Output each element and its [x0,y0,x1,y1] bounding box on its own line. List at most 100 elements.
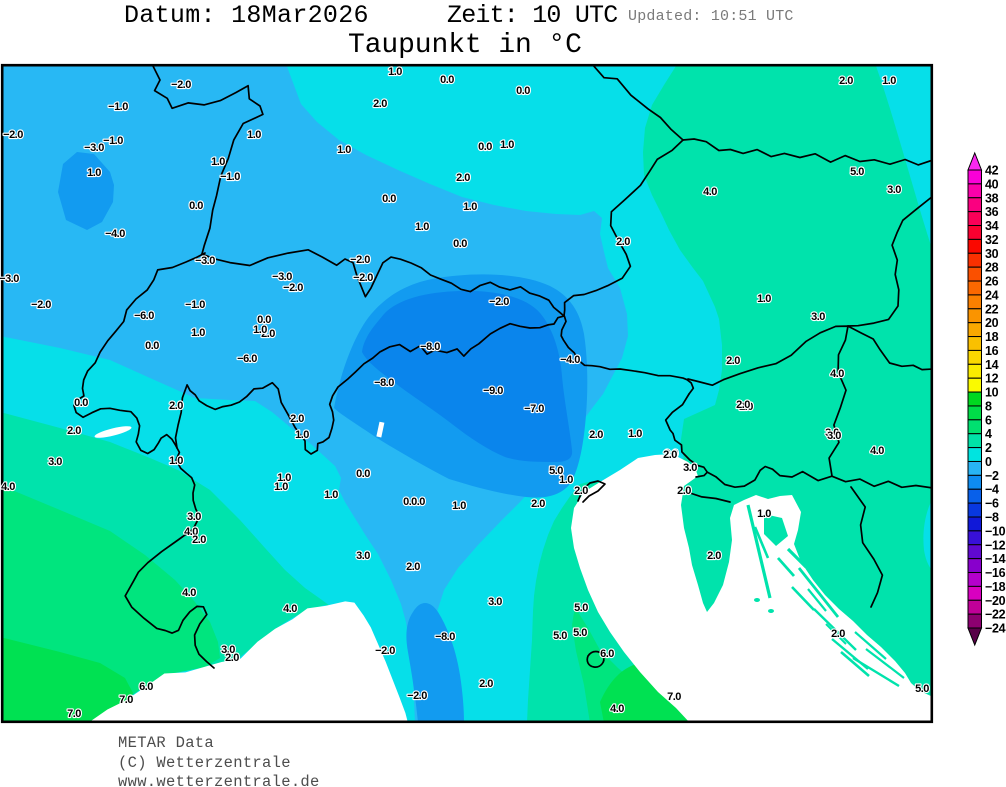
svg-text:−8.0: −8.0 [435,631,455,643]
svg-text:2.0: 2.0 [736,399,750,411]
svg-text:3.0: 3.0 [356,550,370,562]
svg-text:3.0: 3.0 [683,462,697,474]
svg-text:0.0: 0.0 [440,74,454,86]
svg-text:30: 30 [985,247,999,261]
svg-text:26: 26 [985,275,999,289]
svg-text:4.0: 4.0 [283,603,297,615]
svg-text:4.0: 4.0 [830,368,844,380]
svg-text:−4.0: −4.0 [105,228,125,240]
svg-text:7.0: 7.0 [667,691,681,703]
svg-text:1.0: 1.0 [559,474,573,486]
svg-text:2.0: 2.0 [225,652,239,664]
svg-text:5.0: 5.0 [549,465,563,477]
svg-text:1.0: 1.0 [337,144,351,156]
svg-text:2.0: 2.0 [589,429,603,441]
svg-text:38: 38 [985,191,999,205]
svg-text:2.0: 2.0 [479,678,493,690]
svg-text:1.0: 1.0 [253,324,267,336]
svg-text:1.0: 1.0 [274,481,288,493]
svg-text:1.0: 1.0 [757,293,771,305]
svg-text:0.0: 0.0 [74,397,88,409]
svg-text:1.0: 1.0 [882,75,896,87]
svg-text:−2.0: −2.0 [407,690,427,702]
svg-text:−10: −10 [985,524,1006,538]
svg-text:6: 6 [985,413,992,427]
svg-text:−9.0: −9.0 [483,385,503,397]
svg-text:2.0: 2.0 [531,498,545,510]
svg-text:40: 40 [985,177,999,191]
svg-text:2.0: 2.0 [664,448,678,460]
svg-text:0.0: 0.0 [145,340,159,352]
svg-text:3.0: 3.0 [187,511,201,523]
svg-text:−1.0: −1.0 [185,299,205,311]
svg-text:Datum: 18Mar2026: Datum: 18Mar2026 [124,1,369,30]
svg-text:3.0: 3.0 [887,184,901,196]
svg-text:5.0: 5.0 [915,683,929,695]
svg-text:2.0: 2.0 [373,98,387,110]
svg-text:−2.0: −2.0 [171,79,191,91]
svg-text:1.0: 1.0 [87,167,101,179]
svg-text:5.0: 5.0 [553,630,567,642]
svg-text:−1.0: −1.0 [220,171,240,183]
svg-text:16: 16 [985,344,999,358]
svg-text:1.0: 1.0 [247,129,261,141]
svg-text:24: 24 [985,288,999,302]
svg-text:−7.0: −7.0 [524,403,544,415]
svg-text:28: 28 [985,261,999,275]
svg-text:−8.0: −8.0 [420,341,440,353]
svg-text:Updated: 10:51 UTC: Updated: 10:51 UTC [628,8,794,25]
svg-text:−2.0: −2.0 [31,299,51,311]
svg-text:7.0: 7.0 [67,708,81,720]
svg-text:0.0: 0.0 [411,496,425,508]
svg-text:−6.0: −6.0 [237,353,257,365]
svg-text:4.0: 4.0 [610,703,624,715]
svg-text:Zeit: 10 UTC: Zeit: 10 UTC [447,1,617,30]
svg-text:2.0: 2.0 [616,236,630,248]
svg-text:3.0: 3.0 [811,311,825,323]
svg-text:5.0: 5.0 [573,627,587,639]
svg-text:3.0: 3.0 [48,456,62,468]
svg-text:1.0: 1.0 [500,139,514,151]
svg-text:−22: −22 [985,608,1006,622]
svg-text:0: 0 [985,455,992,469]
svg-text:−4: −4 [985,483,999,497]
svg-text:−16: −16 [985,566,1006,580]
svg-text:2.0: 2.0 [663,449,677,461]
svg-text:2.0: 2.0 [707,550,721,562]
svg-text:−2.0: −2.0 [489,296,509,308]
svg-text:1.0: 1.0 [463,201,477,213]
svg-text:3.0: 3.0 [488,596,502,608]
svg-text:1.0: 1.0 [388,66,402,78]
svg-text:−24: −24 [985,622,1006,636]
svg-text:−2: −2 [985,469,999,483]
svg-text:4.0: 4.0 [870,445,884,457]
svg-text:2.0: 2.0 [169,400,183,412]
svg-text:1.0: 1.0 [628,428,642,440]
svg-text:2.0: 2.0 [456,172,470,184]
svg-text:−1.0: −1.0 [108,101,128,113]
svg-text:1.0: 1.0 [169,455,183,467]
svg-text:4.0: 4.0 [182,587,196,599]
svg-text:−18: −18 [985,580,1006,594]
svg-text:−3.0: −3.0 [0,273,19,285]
svg-text:1.0: 1.0 [324,489,338,501]
svg-text:0.0: 0.0 [189,200,203,212]
svg-text:−1.0: −1.0 [103,135,123,147]
svg-text:−2.0: −2.0 [353,272,373,284]
svg-text:2.0: 2.0 [261,328,275,340]
svg-text:1.0: 1.0 [295,429,309,441]
svg-text:34: 34 [985,219,999,233]
svg-text:METAR Data: METAR Data [118,734,214,752]
svg-text:2.0: 2.0 [290,413,304,425]
svg-text:−14: −14 [985,552,1006,566]
svg-text:7.0: 7.0 [119,694,133,706]
svg-text:6.0: 6.0 [600,648,614,660]
svg-text:0.0: 0.0 [478,141,492,153]
svg-text:4.0: 4.0 [1,481,15,493]
svg-text:2.0: 2.0 [839,75,853,87]
svg-text:0.0: 0.0 [453,238,467,250]
svg-text:6.0: 6.0 [139,681,153,693]
svg-text:36: 36 [985,205,999,219]
svg-text:−3.0: −3.0 [84,142,104,154]
svg-text:18: 18 [985,330,999,344]
